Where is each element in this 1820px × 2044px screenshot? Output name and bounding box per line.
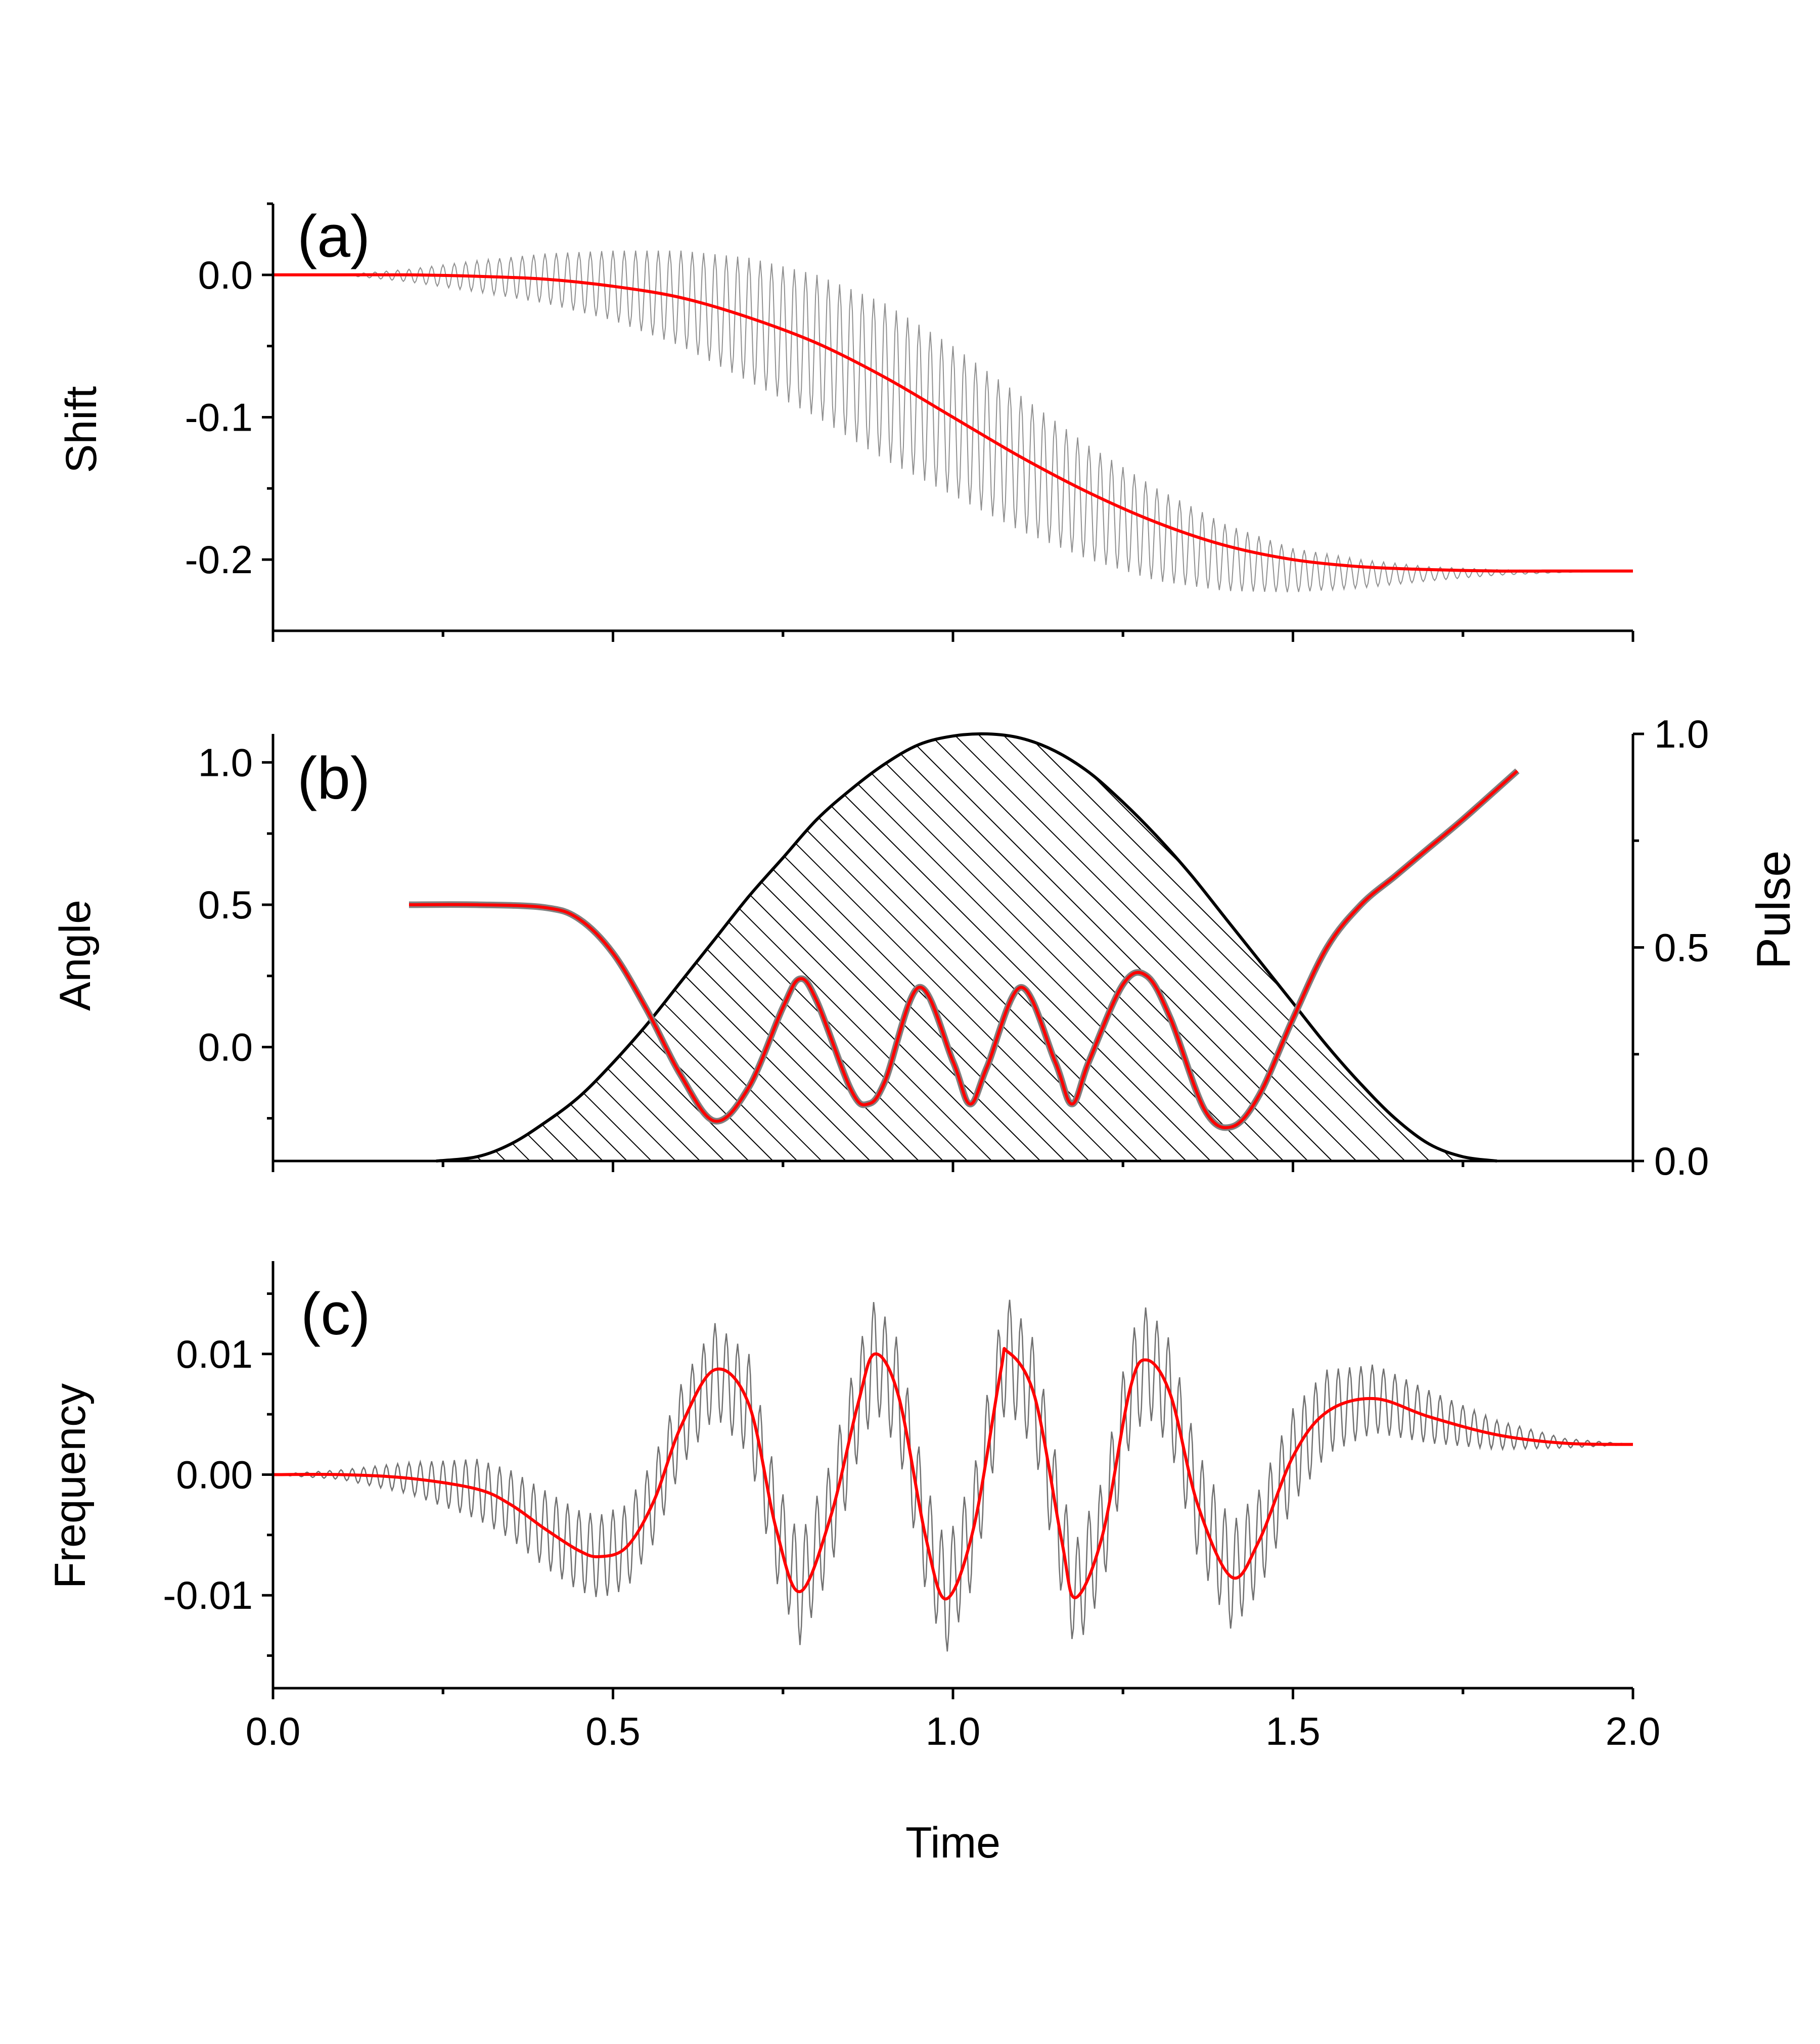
panel-b-y-axis-title: Angle [51,900,100,1011]
panel-a-label: (a) [297,203,370,270]
panel-c-plot [272,1299,1633,1652]
panel-c-y-tick-label: -0.01 [163,1573,253,1617]
x-axis-title: Time [905,1819,1000,1867]
panel-b-y-tick-label: 0.0 [198,1025,253,1070]
panel-c-series-oscillating [272,1299,1633,1652]
panel-b-plot [408,732,1520,1163]
panel-b-pulse-line [436,732,1497,1163]
panel-c-x-tick-label: 1.0 [926,1709,980,1753]
panel-a: -0.2 -0.1 0.0 (a) Shift [57,202,1634,642]
panel-b-right-tick-label: 1.0 [1654,712,1709,756]
panel-c-y-tick-label: 0.00 [176,1453,253,1497]
panel-b-right-tick-label: 0.0 [1654,1139,1709,1183]
panel-a-axes: -0.2 -0.1 0.0 [185,202,1634,642]
panel-c-y-tick-label: 0.01 [176,1332,253,1376]
panel-a-series-mean [272,273,1633,573]
panel-a-series-oscillating [273,250,1633,592]
panel-a-y-tick-label: -0.1 [185,395,253,440]
panel-a-y-tick-label: 0.0 [198,253,253,297]
panel-c-label: (c) [301,1281,371,1348]
panel-a-plot [272,250,1633,592]
panel-c-x-tick-label: 1.5 [1265,1709,1320,1753]
panel-b-series-Angle [408,769,1519,1130]
panel-c-x-tick-label: 0.5 [585,1709,640,1753]
panel-c-y-axis-title: Frequency [46,1383,95,1589]
panel-b-axes: 0.0 0.5 1.0 0.0 0.5 1.0 [198,712,1709,1183]
panel-b-pulse-area [436,733,1497,1161]
panel-c-x-tick-label: 2.0 [1606,1709,1660,1753]
panel-a-y-axis-title: Shift [57,386,106,473]
panel-b: 0.0 0.5 1.0 0.0 0.5 1.0 (b) Angle Pulse [51,712,1800,1183]
panel-a-y-tick-label: -0.2 [185,537,253,582]
panel-b-label: (b) [297,745,370,812]
panel-c: -0.01 0.00 0.01 0.0 0.5 1.0 1.5 2.0 (c) Frequen… [46,1261,1660,1867]
panel-c-series-mean [272,1347,1633,1601]
panel-b-right-axis-title: Pulse [1747,850,1800,969]
panel-b-y-tick-label: 0.5 [198,882,253,927]
panel-c-x-tick-label: 0.0 [246,1709,300,1753]
panel-c-axes: -0.01 0.00 0.01 0.0 0.5 1.0 1.5 2.0 [163,1261,1660,1753]
panel-b-right-tick-label: 0.5 [1654,925,1709,970]
panel-b-y-tick-label: 1.0 [198,740,253,784]
